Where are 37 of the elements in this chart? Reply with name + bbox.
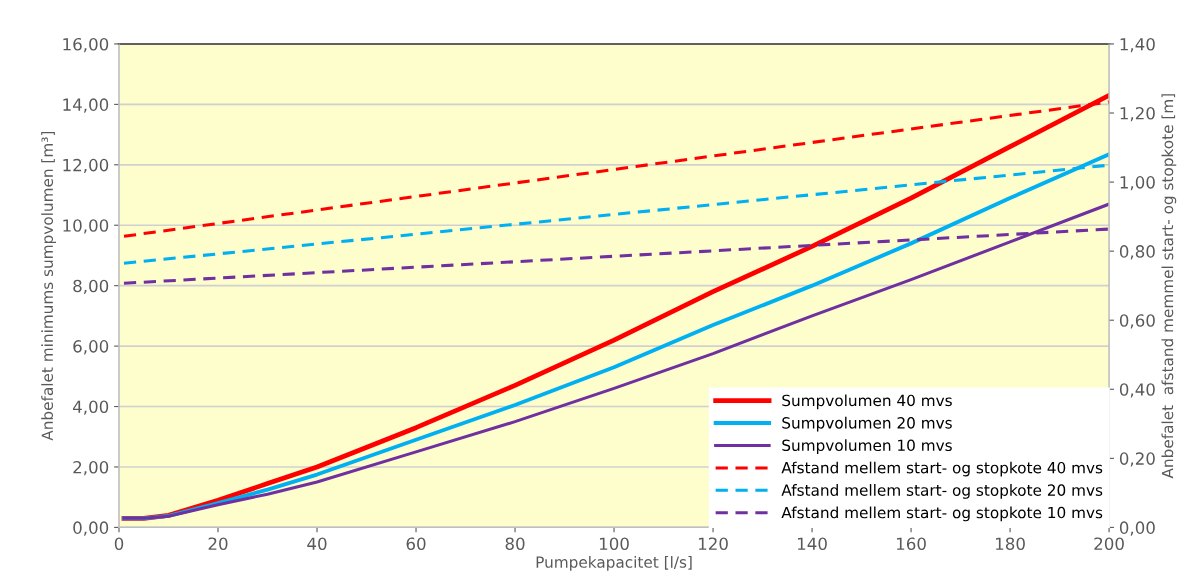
y-tick-label: 4,00 [72, 400, 109, 415]
y-tick-label: 2,00 [73, 460, 109, 476]
y2-tick-label: 1,00 [1120, 176, 1155, 191]
legend-label: Afstand mellem start- og stopkote 10 mvs [781, 506, 1103, 522]
x-tick-label: 20 [208, 537, 228, 551]
legend-label: Sumpvolumen 40 mvs [782, 394, 952, 410]
y-tick-label: 14,00 [63, 98, 109, 113]
y-tick-label: 12,00 [63, 158, 109, 174]
x-tick-label: 80 [505, 537, 525, 551]
y-axis-title: Anbefalet minimums sumpvolumen [m³] [41, 131, 57, 441]
y2-axis-title: Anbefalet afstand memmel start- og stopkote [m] [1161, 94, 1177, 479]
x-axis-title: Pumpekapacitet [l/s] [536, 556, 692, 571]
y-tick-label: 8,00 [73, 279, 109, 294]
y2-tick-label: 0,60 [1119, 314, 1155, 329]
y2-tick-label: 1,40 [1120, 37, 1155, 53]
y-tick-label: 16,00 [63, 37, 109, 53]
y-tick-label: 6,00 [73, 340, 109, 355]
y-tick-label: 10,00 [63, 219, 109, 234]
legend-label: Afstand mellem start- og stopkote 20 mvs [781, 484, 1103, 499]
x-tick-label: 200 [1094, 537, 1124, 551]
x-tick-label: 40 [307, 537, 327, 551]
x-tick-label: 120 [698, 537, 728, 551]
y2-tick-label: 1,20 [1120, 106, 1155, 122]
x-tick-label: 100 [599, 537, 629, 551]
x-tick-label: 60 [406, 537, 426, 551]
x-tick-label: 180 [996, 537, 1025, 551]
x-tick-label: 0 [114, 537, 124, 551]
x-tick-label: 140 [797, 537, 827, 551]
legend-label: Afstand mellem start- og stopkote 40 mvs [781, 461, 1103, 477]
y2-tick-label: 0,80 [1119, 245, 1155, 260]
y-tick-label: 0,00 [73, 521, 109, 536]
y2-tick-label: 0,40 [1119, 383, 1155, 398]
y2-tick-label: 0,20 [1119, 452, 1155, 467]
x-tick-label: 160 [896, 537, 926, 551]
legend-label: Sumpvolumen 20 mvs [782, 416, 952, 432]
legend-label: Sumpvolumen 10 mvs [782, 439, 952, 455]
y2-tick-label: 0,00 [1119, 521, 1155, 536]
